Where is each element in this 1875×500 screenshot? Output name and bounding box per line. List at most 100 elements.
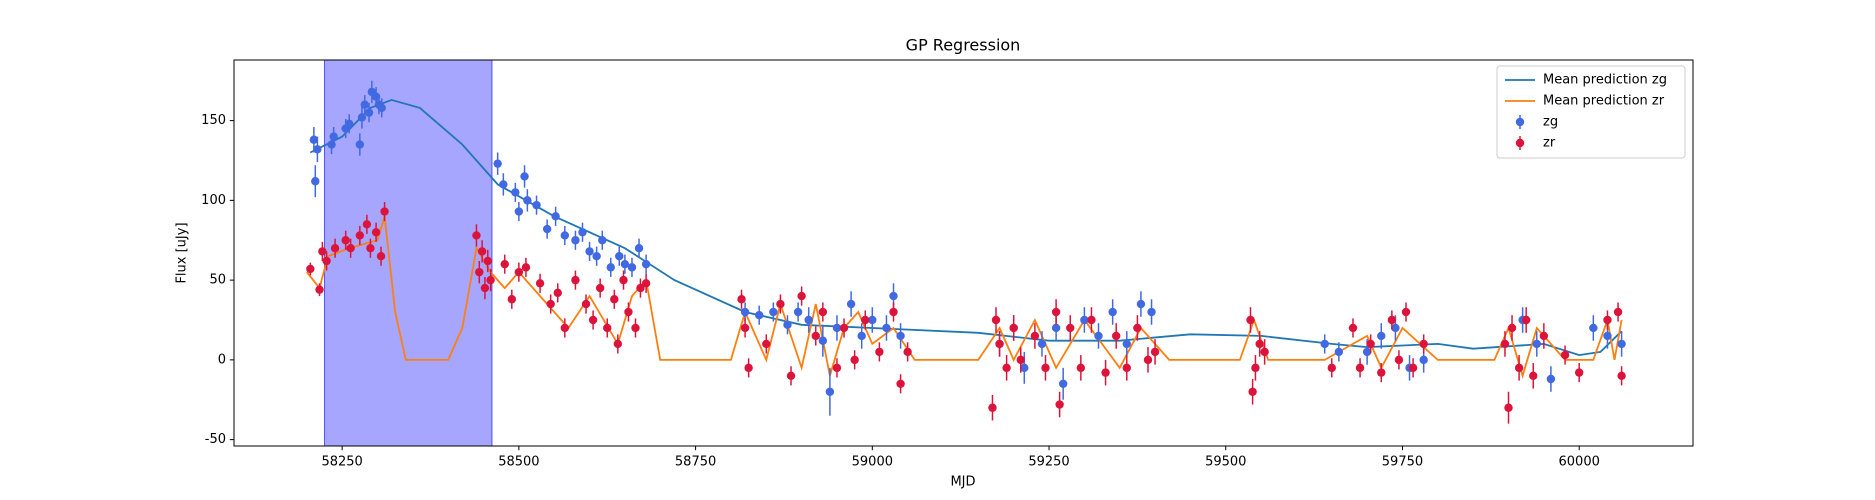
point xyxy=(472,231,481,240)
point xyxy=(480,283,490,293)
point xyxy=(1419,339,1428,349)
point xyxy=(364,108,374,117)
point xyxy=(850,355,859,365)
point xyxy=(542,224,552,234)
point xyxy=(868,315,877,325)
x-tick-label: 60000 xyxy=(1559,455,1600,470)
point xyxy=(535,279,545,288)
point xyxy=(818,336,828,345)
point xyxy=(793,307,803,317)
x-axis-label: MJD xyxy=(950,475,975,490)
point xyxy=(744,363,753,373)
point xyxy=(783,320,792,329)
point xyxy=(1051,323,1061,333)
point xyxy=(571,275,580,285)
point xyxy=(355,140,365,149)
point xyxy=(603,323,612,333)
y-tick-label: 0 xyxy=(218,352,226,367)
point xyxy=(588,315,598,325)
chart-title: GP Regression xyxy=(906,36,1021,55)
point xyxy=(475,267,484,277)
point xyxy=(329,132,338,141)
point xyxy=(1020,363,1029,373)
error-points xyxy=(309,80,1626,416)
y-tick-label: 150 xyxy=(201,113,226,128)
point xyxy=(606,263,615,272)
point xyxy=(1122,339,1131,349)
point xyxy=(624,307,633,317)
point xyxy=(1108,307,1117,317)
point xyxy=(1419,355,1428,365)
point xyxy=(1401,307,1411,317)
point xyxy=(553,288,562,298)
point xyxy=(377,103,386,113)
point xyxy=(634,244,644,253)
y-tick-label: -50 xyxy=(205,432,226,447)
point xyxy=(1613,307,1623,317)
point xyxy=(1094,331,1103,341)
point xyxy=(737,295,746,304)
y-tick-label: 100 xyxy=(201,193,226,208)
point xyxy=(595,283,605,293)
point xyxy=(1260,347,1269,357)
point xyxy=(499,180,508,189)
point xyxy=(797,291,806,301)
point xyxy=(371,228,381,237)
point xyxy=(551,212,560,221)
point xyxy=(857,331,866,341)
point xyxy=(355,231,365,240)
point xyxy=(1136,299,1146,309)
point xyxy=(360,100,369,109)
point xyxy=(1002,363,1011,373)
point xyxy=(585,247,594,256)
point xyxy=(521,263,531,272)
point xyxy=(1334,347,1344,357)
point xyxy=(1387,315,1397,325)
x-tick-label: 59000 xyxy=(852,455,893,470)
point xyxy=(641,259,651,269)
point xyxy=(1143,355,1153,365)
point xyxy=(988,403,997,412)
point xyxy=(1320,339,1329,349)
point xyxy=(520,172,529,181)
legend-box xyxy=(1496,65,1686,159)
point xyxy=(1041,363,1050,373)
point xyxy=(514,207,524,216)
point xyxy=(875,347,884,357)
point xyxy=(1122,363,1131,373)
x-tick-label: 58750 xyxy=(675,455,716,470)
point xyxy=(1560,350,1570,360)
point xyxy=(1521,315,1531,325)
point xyxy=(1377,368,1386,377)
point xyxy=(1009,323,1018,333)
point xyxy=(740,323,750,333)
point xyxy=(1111,331,1121,341)
point xyxy=(1348,323,1358,333)
mean-line xyxy=(309,98,1623,357)
point xyxy=(1246,315,1255,325)
point xyxy=(1255,339,1264,349)
point xyxy=(1076,363,1086,373)
error-points xyxy=(306,201,1626,424)
point xyxy=(832,363,842,373)
point xyxy=(493,159,502,168)
point xyxy=(1507,323,1517,333)
point xyxy=(1617,371,1626,381)
point xyxy=(306,264,315,274)
point xyxy=(598,236,607,245)
point xyxy=(1016,355,1025,365)
point xyxy=(832,323,842,333)
x-tick-label: 59250 xyxy=(1028,455,1069,470)
point xyxy=(995,339,1004,349)
legend: Mean prediction zg Mean prediction zr zg zr xyxy=(1496,65,1686,159)
point xyxy=(571,236,580,245)
point xyxy=(1408,363,1418,373)
point xyxy=(507,295,517,304)
point xyxy=(825,387,835,396)
point xyxy=(1355,363,1365,373)
point xyxy=(581,299,591,309)
point xyxy=(1055,400,1064,409)
point xyxy=(1362,347,1372,357)
point xyxy=(613,339,623,349)
